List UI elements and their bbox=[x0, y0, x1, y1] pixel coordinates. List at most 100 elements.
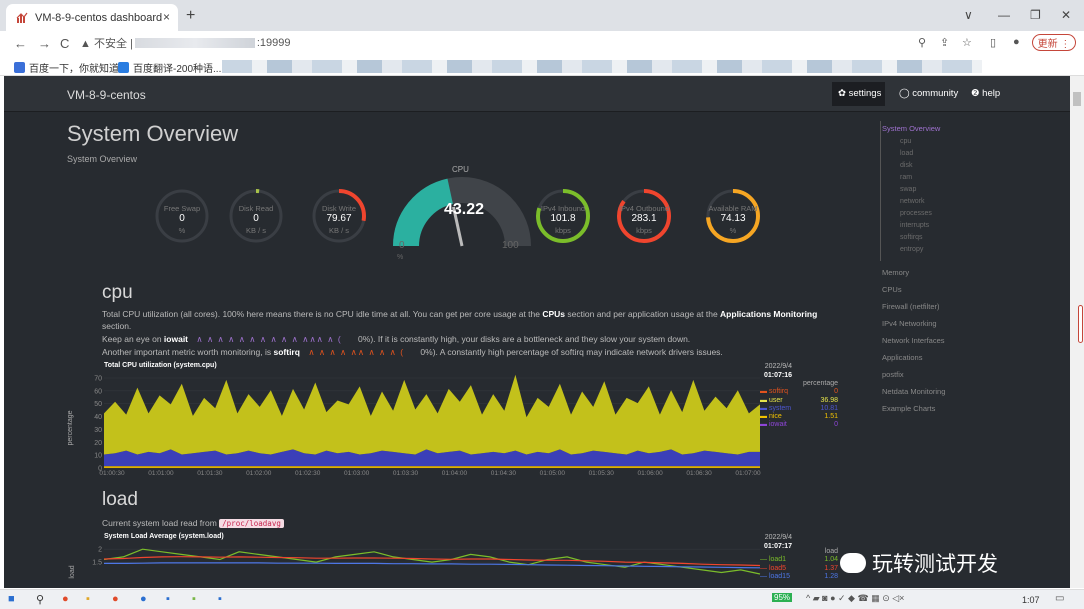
rightnav-item[interactable]: IPv4 Networking bbox=[882, 319, 937, 328]
forward-icon[interactable]: → bbox=[38, 36, 51, 51]
cpu-gauge[interactable] bbox=[392, 176, 532, 256]
update-button[interactable]: 更新 ⋮ bbox=[1032, 34, 1076, 51]
legend-load15[interactable]: — load15 1.28 bbox=[760, 572, 838, 580]
rightnav-item[interactable]: postfix bbox=[882, 370, 904, 379]
settings-button[interactable]: ✿ settings bbox=[838, 88, 882, 99]
legend-user[interactable]: ▬ user 36.98 bbox=[760, 396, 838, 404]
app4-icon[interactable]: ▪ bbox=[192, 593, 196, 605]
app-icon[interactable]: ● bbox=[62, 593, 69, 605]
help-button[interactable]: ❷ help bbox=[971, 88, 1001, 99]
cpu-x-tick: 01:01:00 bbox=[148, 470, 174, 476]
chrome-icon[interactable]: ● bbox=[112, 593, 119, 605]
taskbar-clock[interactable]: 1:07 bbox=[1022, 595, 1040, 605]
softirq-note-end: 0%). A constantly high percentage of sof… bbox=[420, 347, 723, 357]
side-panel-icon[interactable]: ▯ bbox=[990, 37, 997, 49]
gauge-label: IPv4 Inbound bbox=[540, 204, 586, 213]
cpu-gauge-max: 100 bbox=[502, 240, 519, 251]
cpu-x-tick: 01:03:00 bbox=[344, 470, 370, 476]
load-y-tick: 1.5 bbox=[92, 560, 102, 567]
zoom-icon[interactable]: ⚲ bbox=[918, 37, 927, 49]
rightnav-item[interactable]: Firewall (netfilter) bbox=[882, 302, 940, 311]
minimize-icon[interactable]: — bbox=[998, 8, 1010, 22]
iowait-sparkline[interactable]: ∧ ∧ ∧ ∧ ∧ ∧ ∧ ∧ ∧ ∧ ∧∧∧ ∧ ( bbox=[196, 334, 342, 344]
community-button[interactable]: ◯ community bbox=[899, 88, 959, 99]
explorer-icon[interactable]: ▪ bbox=[86, 593, 90, 605]
rightnav-sub-interrupts[interactable]: interrupts bbox=[900, 222, 930, 229]
gauge-value: 101.8 bbox=[550, 213, 576, 224]
bookmark-label: 百度一下，你就知道 bbox=[29, 64, 119, 75]
rightnav-item[interactable]: Memory bbox=[882, 268, 910, 277]
rightnav-item[interactable]: Network Interfaces bbox=[882, 336, 945, 345]
gauge-free-swap[interactable]: Free Swap 0% bbox=[154, 188, 210, 244]
legend-nice[interactable]: ▬ nice 1.51 bbox=[760, 413, 838, 421]
gauge-ipv4-outbound[interactable]: IPv4 Outbound 283.1 kbps bbox=[616, 188, 672, 244]
legend-iowait[interactable]: ▬ iowait 0 bbox=[760, 421, 838, 429]
window-close-icon[interactable]: ✕ bbox=[1061, 8, 1072, 22]
rightnav-sub-cpu[interactable]: cpu bbox=[900, 138, 912, 145]
rightnav-sub-softirqs[interactable]: softirqs bbox=[900, 234, 923, 241]
gauge-unit: kbps bbox=[636, 226, 652, 235]
cpu-legend-title: percentage bbox=[802, 380, 838, 387]
rightnav-sub-network[interactable]: network bbox=[900, 198, 925, 205]
gauge-disk-read[interactable]: Disk Read 0 KB / s bbox=[228, 188, 284, 244]
gauge-available-ram[interactable]: Available RAM 74.13% bbox=[705, 188, 761, 244]
share-icon[interactable]: ⇪ bbox=[940, 37, 950, 49]
gauge-ipv4-inbound[interactable]: IPv4 Inbound 101.8 kbps bbox=[535, 188, 591, 244]
restore-icon[interactable]: ❐ bbox=[1030, 8, 1041, 22]
rightnav-item[interactable]: Netdata Monitoring bbox=[882, 387, 946, 396]
gauge-value: 74.13 bbox=[720, 213, 746, 224]
rightnav-sub-disk[interactable]: disk bbox=[900, 162, 913, 169]
rightnav-sub-processes[interactable]: processes bbox=[900, 210, 932, 217]
rightnav-sub-swap[interactable]: swap bbox=[900, 186, 917, 193]
app3-icon[interactable]: ▪ bbox=[166, 593, 170, 605]
start-icon[interactable]: ■ bbox=[8, 593, 15, 605]
legend-system[interactable]: ▬ system 10.81 bbox=[760, 404, 838, 412]
new-tab-icon[interactable]: + bbox=[186, 7, 196, 24]
gauge-disk-write[interactable]: Disk Write 79.67 KB / s bbox=[311, 188, 367, 244]
load-chart[interactable]: load 1.5 2 bbox=[66, 542, 766, 588]
rightnav-item[interactable]: CPUs bbox=[882, 285, 902, 294]
notification-icon[interactable]: ▭ bbox=[1055, 593, 1065, 604]
cpus-link[interactable]: CPUs bbox=[542, 309, 566, 319]
profile-icon[interactable]: ● bbox=[1013, 36, 1020, 48]
rightnav-system-overview[interactable]: System Overview bbox=[882, 124, 941, 133]
right-nav-indicator bbox=[880, 121, 881, 261]
bookmark-star-icon[interactable]: ☆ bbox=[962, 37, 972, 49]
battery-status[interactable]: 95% bbox=[772, 593, 793, 602]
app5-icon[interactable]: ▪ bbox=[218, 593, 222, 605]
softirq-note-text: Another important metric worth monitorin… bbox=[102, 347, 274, 357]
app2-icon[interactable]: ● bbox=[140, 593, 147, 605]
bookmark-baidu[interactable]: 百度一下，你就知道 bbox=[14, 60, 119, 75]
top-navbar: VM-8-9-centos ✿ settings ◯ community ❷ h… bbox=[4, 76, 1070, 112]
cpu-gauge-fill bbox=[393, 178, 454, 247]
gauge-arc bbox=[617, 189, 671, 243]
dashboard-scroll-handle[interactable] bbox=[1078, 305, 1083, 343]
cpu-chart[interactable]: percentage 0 10 20 30 40 50 60 70 01:00:30 01:01:0… bbox=[66, 374, 766, 476]
search-icon[interactable]: ⚲ bbox=[36, 594, 45, 606]
legend-softirq[interactable]: ▬ softirq 0 bbox=[760, 388, 838, 396]
rightnav-item[interactable]: Applications bbox=[882, 353, 923, 362]
rightnav-sub-load[interactable]: load bbox=[900, 150, 914, 157]
scrollbar-thumb[interactable] bbox=[1073, 92, 1081, 106]
legend-load5[interactable]: — load5 1.37 bbox=[760, 564, 838, 572]
rightnav-item[interactable]: Example Charts bbox=[882, 404, 936, 413]
security-warning[interactable]: ▲ 不安全 | bbox=[80, 38, 133, 50]
cpu-y-tick: 10 bbox=[94, 453, 102, 460]
apps-monitoring-link[interactable]: Applications Monitoring bbox=[720, 309, 818, 319]
page-scrollbar[interactable] bbox=[1070, 76, 1084, 588]
rightnav-sub-entropy[interactable]: entropy bbox=[900, 246, 924, 253]
reload-icon[interactable]: C bbox=[60, 36, 70, 51]
tab-search-icon[interactable]: ∨ bbox=[964, 8, 973, 22]
host-brand[interactable]: VM-8-9-centos bbox=[67, 88, 146, 102]
bookmark-baidu-translate[interactable]: 百度翻译-200种语... bbox=[118, 60, 221, 75]
address-bar[interactable]: ▲ 不安全 | :19999 bbox=[80, 33, 958, 53]
softirq-sparkline[interactable]: ∧ ∧ ∧ ∧ ∧∧ ∧ ∧ ∧ ( bbox=[308, 347, 405, 357]
legend-load1[interactable]: — load1 1.04 bbox=[760, 556, 838, 564]
tab-close-icon[interactable]: × bbox=[162, 10, 170, 24]
browser-tab[interactable]: VM-8-9-centos dashboard × bbox=[6, 4, 178, 31]
rightnav-sub-ram[interactable]: ram bbox=[900, 174, 913, 181]
softirq-label: softirq bbox=[273, 347, 300, 357]
tray-icons[interactable]: ^ ▰ ◙ ● ✓ ◆ ☎ ▦ ⊙ ◁× bbox=[806, 593, 905, 603]
cpu-series-nice bbox=[104, 466, 760, 468]
back-icon[interactable]: ← bbox=[14, 36, 27, 51]
